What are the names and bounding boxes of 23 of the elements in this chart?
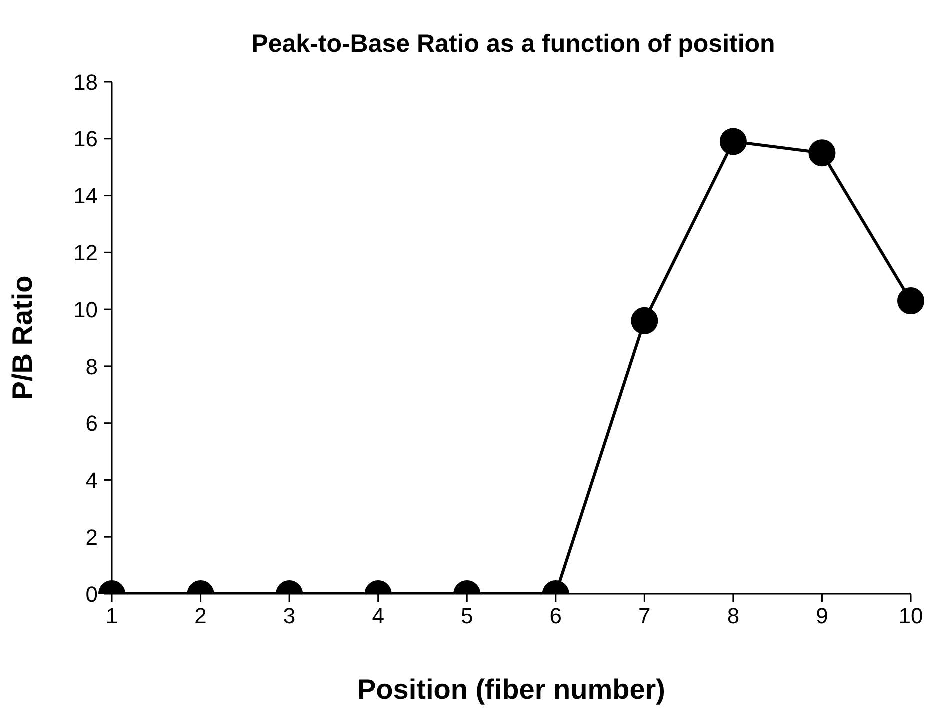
y-tick-label: 14 xyxy=(74,184,98,209)
x-tick-label: 3 xyxy=(283,604,296,629)
y-tick-label: 8 xyxy=(86,354,98,380)
y-tick-label: 18 xyxy=(74,70,98,95)
chart-title: Peak-to-Base Ratio as a function of position xyxy=(250,30,776,59)
y-tick-label: 6 xyxy=(86,411,98,436)
x-tick-label: 5 xyxy=(460,604,474,629)
x-tick-label: 9 xyxy=(816,604,828,629)
x-tick-label: 1 xyxy=(106,604,118,629)
y-tick-label: 4 xyxy=(86,468,98,494)
x-tick-label: 2 xyxy=(194,604,207,629)
x-tick-label: 10 xyxy=(898,604,924,629)
x-tick-label: 8 xyxy=(727,604,740,629)
y-tick-label: 10 xyxy=(74,297,98,322)
y-tick-label: 0 xyxy=(86,582,98,607)
y-tick-label: 12 xyxy=(74,240,98,266)
y-tick-label: 16 xyxy=(74,126,98,152)
x-tick-label: 7 xyxy=(638,604,651,629)
y-tick-label: 2 xyxy=(86,524,98,550)
y-axis-title: P/B Ratio xyxy=(6,276,38,400)
x-tick-label: 6 xyxy=(550,604,562,629)
x-axis-title: Position (fiber number) xyxy=(358,674,666,705)
x-tick-label: 4 xyxy=(372,604,384,629)
